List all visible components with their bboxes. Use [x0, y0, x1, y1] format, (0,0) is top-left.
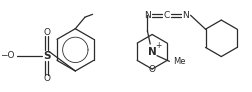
Text: O: O	[148, 65, 155, 74]
Text: −O: −O	[0, 51, 15, 60]
Text: N: N	[143, 11, 150, 20]
Text: O: O	[43, 74, 50, 83]
Text: N: N	[182, 11, 188, 20]
Text: +: +	[154, 41, 161, 51]
Text: S: S	[43, 51, 50, 61]
Text: O: O	[43, 28, 50, 37]
Text: Me: Me	[173, 57, 185, 66]
Text: C: C	[163, 11, 169, 20]
Text: N: N	[147, 47, 156, 57]
